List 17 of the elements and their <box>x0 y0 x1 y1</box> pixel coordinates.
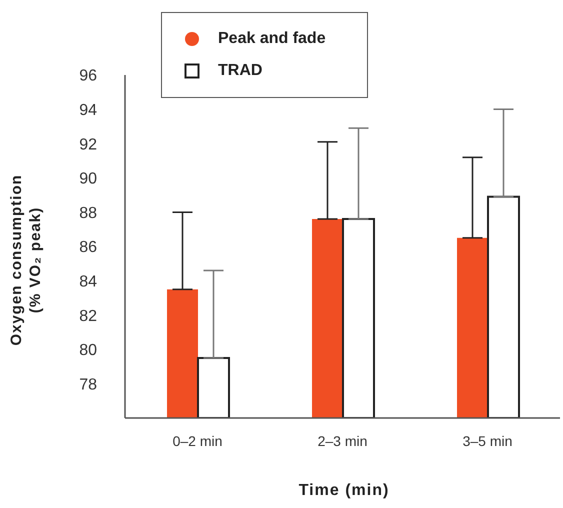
y-tick-label: 86 <box>79 239 98 256</box>
y-tick-label: 90 <box>79 170 98 188</box>
legend-label: Peak and fade <box>218 30 326 48</box>
x-tick-label: 2–3 min <box>318 432 368 449</box>
y-tick-label: 84 <box>79 273 98 290</box>
y-axis-title: Oxygen consumption (% VO₂ peak) <box>8 174 44 346</box>
x-tick-label: 3–5 min <box>462 432 512 449</box>
y-tick-label: 96 <box>79 68 98 85</box>
y-tick-label: 92 <box>79 136 98 154</box>
y-tick-label: 88 <box>79 204 98 222</box>
x-axis-title: Time (min) <box>298 482 390 500</box>
y-tick-label: 80 <box>79 342 98 360</box>
y-tick-label: 94 <box>79 102 98 119</box>
y-tick-label: 78 <box>79 376 98 394</box>
x-tick-label: 0–2 min <box>172 432 222 449</box>
y-tick-label: 82 <box>79 308 98 325</box>
legend-label: TRAD <box>218 62 262 80</box>
